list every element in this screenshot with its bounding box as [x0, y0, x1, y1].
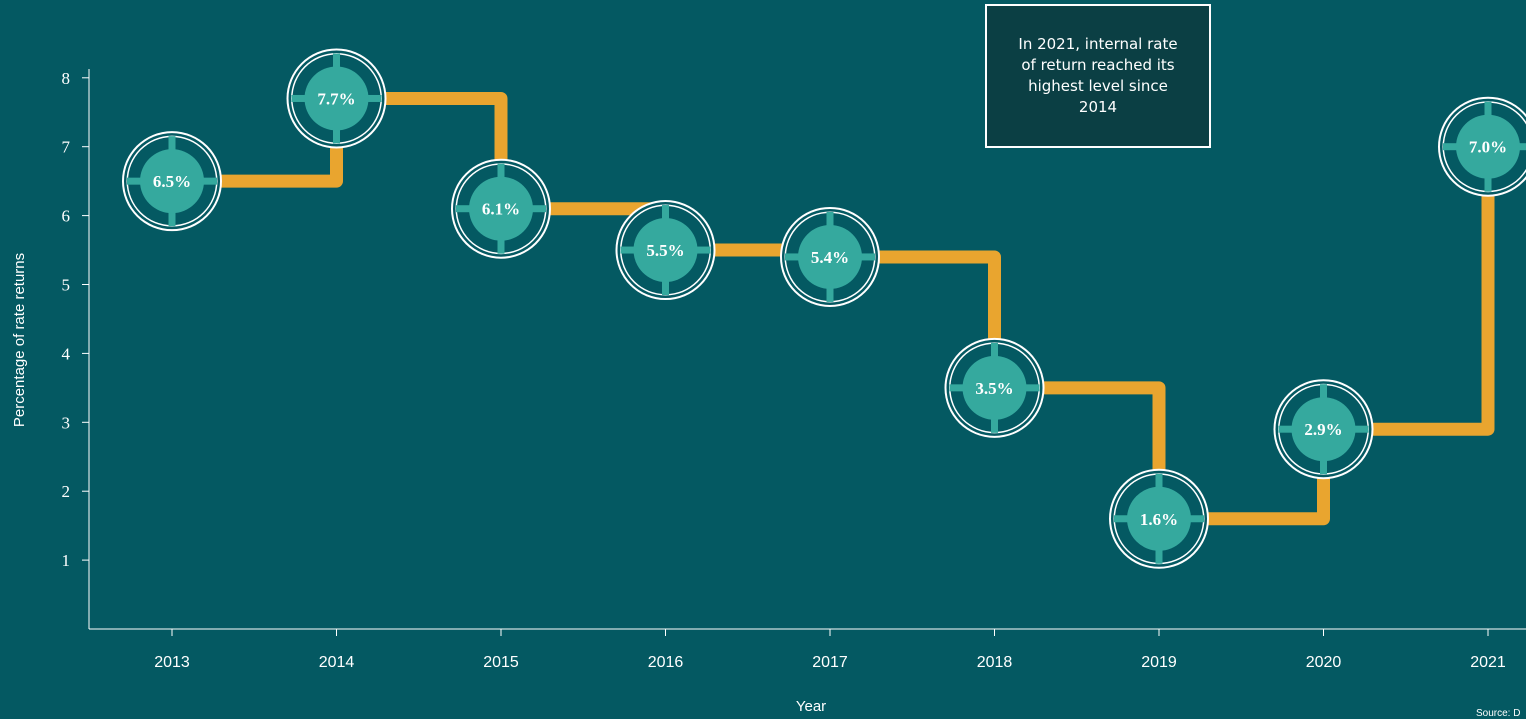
marker-core [1456, 114, 1520, 179]
x-axis-title: Year [796, 698, 826, 715]
data-point-marker: 5.4% [780, 206, 880, 307]
marker-core [1127, 486, 1191, 551]
data-markers: 6.5% 7.7% 6.1% 5.5% 5.4% 3.5% 1.6% 2.9% 7.0% [122, 48, 1526, 569]
data-label: 3.5% [975, 379, 1013, 398]
x-tick-label: 2013 [154, 654, 190, 671]
x-tick-label: 2021 [1470, 654, 1506, 671]
data-point-marker: 2.9% [1273, 379, 1374, 480]
y-tick-label: 6 [62, 207, 71, 226]
data-label: 5.4% [811, 248, 849, 267]
data-point-marker: 5.5% [615, 200, 716, 301]
marker-core [798, 224, 862, 289]
source-note: Source: D [1476, 708, 1521, 719]
data-label: 6.5% [153, 172, 191, 191]
x-tick-label: 2019 [1141, 654, 1177, 671]
marker-core [962, 355, 1027, 420]
x-tick-label: 2014 [319, 654, 355, 671]
x-tick-label: 2018 [977, 654, 1013, 671]
data-label: 1.6% [1140, 510, 1178, 529]
y-axis-ticks: 1 2 3 4 5 6 7 8 [62, 69, 89, 570]
axes [88, 69, 1526, 630]
y-tick-label: 5 [62, 276, 71, 295]
marker-core [1291, 397, 1356, 462]
y-axis-title: Percentage of rate returns [11, 253, 28, 427]
marker-core [633, 218, 698, 283]
data-point-marker: 6.1% [451, 158, 551, 259]
data-label: 7.7% [317, 89, 355, 108]
annotation-box: In 2021, internal rate of return reached… [985, 4, 1211, 148]
marker-core [469, 176, 533, 241]
y-tick-label: 1 [62, 551, 71, 570]
data-point-marker: 3.5% [944, 337, 1045, 438]
data-point-marker: 7.0% [1438, 96, 1526, 197]
y-tick-label: 4 [62, 344, 71, 363]
marker-core [304, 66, 369, 131]
y-tick-label: 3 [62, 413, 71, 432]
data-label: 6.1% [482, 200, 520, 219]
data-label: 5.5% [646, 241, 684, 260]
annotation-text: In 2021, internal rate of return reached… [1018, 35, 1178, 116]
x-tick-label: 2015 [483, 654, 519, 671]
data-point-marker: 7.7% [286, 48, 387, 149]
marker-core [140, 149, 204, 214]
y-tick-label: 7 [62, 138, 71, 157]
y-tick-label: 2 [62, 482, 71, 501]
x-axis-ticks: 2013 2014 2015 2016 2017 2018 2019 2020 2021 [154, 629, 1506, 671]
x-tick-label: 2016 [648, 654, 684, 671]
data-label: 7.0% [1469, 138, 1507, 157]
data-point-marker: 6.5% [122, 131, 222, 232]
y-tick-label: 8 [62, 69, 71, 88]
data-point-marker: 1.6% [1109, 468, 1209, 569]
x-tick-label: 2017 [812, 654, 848, 671]
data-label: 2.9% [1304, 420, 1342, 439]
x-tick-label: 2020 [1306, 654, 1342, 671]
